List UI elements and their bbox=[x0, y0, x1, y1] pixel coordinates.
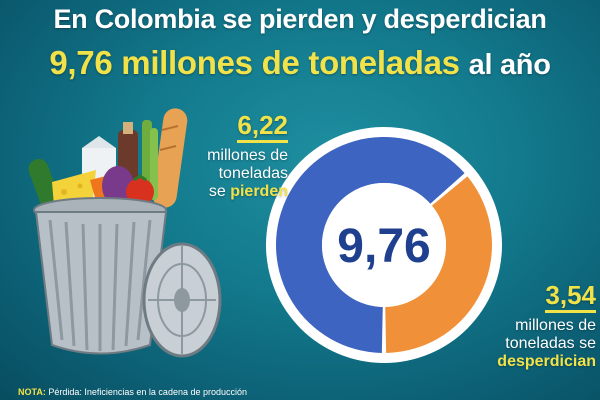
donut-slice-desperdician bbox=[385, 176, 493, 353]
headline-suffix: al año bbox=[468, 49, 551, 81]
donut-center-value: 9,76 bbox=[337, 220, 430, 273]
headline-highlight: 9,76 millones de toneladas bbox=[49, 44, 460, 81]
headline-line-2: 9,76 millones de toneladas al año bbox=[0, 44, 600, 82]
callout-lost-prefix: se bbox=[208, 183, 226, 200]
callout-lost-value: 6,22 bbox=[237, 112, 288, 143]
callout-wasted-highlight: desperdician bbox=[497, 353, 596, 370]
footnote-term: Pérdida: bbox=[48, 387, 82, 397]
footnote-label: NOTA: bbox=[18, 387, 46, 397]
donut-hole bbox=[322, 183, 446, 307]
callout-wasted-line2: toneladas se bbox=[505, 335, 596, 352]
callout-lost: 6,22 millones de toneladas se pierden bbox=[190, 112, 288, 201]
callout-wasted-value: 3,54 bbox=[545, 282, 596, 313]
callout-wasted-line1: millones de bbox=[515, 317, 596, 334]
callout-lost-line2: toneladas bbox=[218, 165, 288, 182]
callout-lost-line1: millones de bbox=[207, 147, 288, 164]
footnote: NOTA: Pérdida: Ineficiencias en la caden… bbox=[18, 387, 247, 397]
callout-wasted: 3,54 millones de toneladas se desperdici… bbox=[458, 282, 596, 371]
headline-line-1: En Colombia se pierden y desperdician bbox=[53, 4, 547, 34]
footnote-text: Ineficiencias en la cadena de producción bbox=[84, 387, 248, 397]
callout-lost-highlight: pierden bbox=[230, 183, 288, 200]
donut-slice-pierden bbox=[276, 137, 465, 353]
